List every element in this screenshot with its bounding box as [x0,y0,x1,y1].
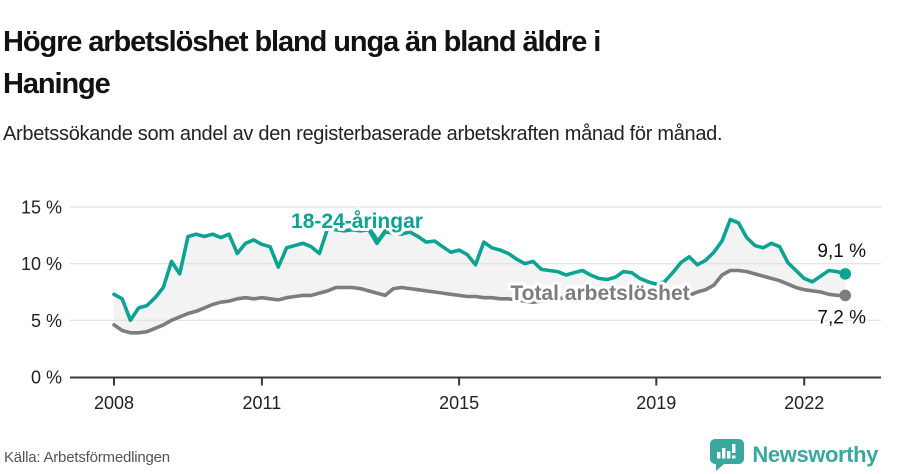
end-dot-total [839,289,852,302]
x-axis-label-2022: 2022 [784,393,824,413]
x-axis-label-2011: 2011 [243,393,282,413]
annotation-total-label: Total arbetslöshet [510,282,689,305]
line-total-unemployment [112,268,848,335]
y-axis-label-15: 15 % [21,198,62,218]
page-subtitle: Arbetssökande som andel av den registerb… [3,123,723,145]
y-axis-label-10: 10 % [21,254,62,274]
chart-svg: 0 % 5 % 10 % 15 % 2008 2011 2015 2019 2022 18-24-… [21,198,881,413]
annotation-youth-label: 18-24-åringar [291,210,423,233]
annotation-youth-pointer [369,229,387,243]
newsworthy-wordmark: Newsworthy [752,442,878,467]
end-value-youth: 9,1 % [817,241,866,262]
unemployment-chart: 0 % 5 % 10 % 15 % 2008 2011 2015 2019 2022 18-24-… [0,185,900,427]
page-title: Högre arbetslöshet bland unga än bland ä… [3,26,601,101]
area-between-series [114,219,846,333]
y-axis-label-5: 5 % [31,311,62,331]
end-value-total: 7,2 % [817,307,866,328]
line-youth-unemployment [112,217,848,323]
y-axis-label-0: 0 % [31,368,62,388]
newsworthy-icon [710,439,745,471]
newsworthy-logo: Newsworthy [710,439,878,471]
bar-chart-glyph [717,444,736,459]
x-axis-label-2015: 2015 [439,393,479,413]
x-axis-label-2008: 2008 [94,393,134,413]
end-dot-youth [839,268,852,280]
source-note: Källa: Arbetsförmedlingen [4,449,170,466]
x-axis-label-2019: 2019 [636,393,676,413]
